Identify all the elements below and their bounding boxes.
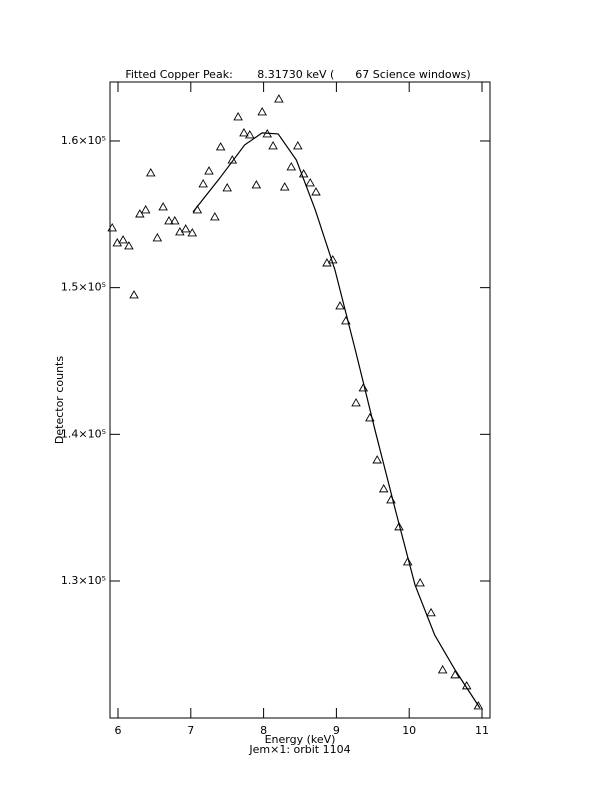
data-point <box>124 241 134 250</box>
data-point <box>293 141 303 150</box>
data-point <box>426 607 436 617</box>
data-point <box>251 180 262 189</box>
plot-frame <box>109 81 491 719</box>
chart-title: Fitted Copper Peak: 8.31730 keV ( 67 Sci… <box>125 68 470 81</box>
data-point <box>378 483 389 493</box>
data-point <box>268 141 278 150</box>
data-point <box>204 166 214 175</box>
data-point <box>175 226 185 236</box>
y-tick-label: 1.3×10⁵ <box>61 574 106 587</box>
data-point <box>233 112 243 121</box>
fit-line <box>192 132 481 709</box>
data-point <box>239 127 249 137</box>
x-tick-label: 11 <box>475 724 489 737</box>
data-point <box>279 182 290 191</box>
x-tick-label: 9 <box>333 724 340 737</box>
data-point <box>257 107 267 116</box>
data-point <box>351 398 361 407</box>
data-point <box>372 455 382 464</box>
y-tick-label: 1.5×10⁵ <box>61 281 106 294</box>
data-point <box>473 701 484 710</box>
data-point <box>311 187 321 196</box>
data-point <box>394 521 404 531</box>
y-tick-label: 1.6×10⁵ <box>61 134 106 147</box>
y-axis-label: Detector counts <box>53 356 66 444</box>
data-point <box>402 557 413 566</box>
x-tick-label: 10 <box>402 724 416 737</box>
data-point <box>415 578 425 587</box>
x-tick-label: 6 <box>115 724 122 737</box>
data-point <box>215 142 226 151</box>
data-point <box>129 290 139 299</box>
data-point <box>118 235 128 244</box>
data-point <box>305 178 315 187</box>
data-point <box>222 182 232 192</box>
subtitle: Jem×1: orbit 1104 <box>248 743 350 756</box>
data-point <box>286 162 297 171</box>
data-point <box>140 204 151 214</box>
data-point <box>335 301 345 310</box>
data-point <box>107 223 117 232</box>
data-point <box>187 228 198 237</box>
data-point <box>112 237 123 247</box>
data-point <box>145 168 156 177</box>
x-tick-label: 8 <box>260 724 267 737</box>
data-point <box>180 224 191 233</box>
data-point <box>152 233 163 242</box>
data-point <box>210 212 220 221</box>
y-tick-label: 1.4×10⁵ <box>61 427 106 440</box>
data-point <box>274 94 284 103</box>
data-point <box>358 383 369 392</box>
data-point <box>244 130 255 139</box>
data-point <box>450 669 460 679</box>
data-point <box>170 215 180 225</box>
data-point <box>158 202 168 211</box>
data-point <box>437 664 448 674</box>
data-point <box>135 209 145 218</box>
x-axis-label: Energy (keV) <box>265 733 336 746</box>
data-point <box>198 179 208 188</box>
x-tick-label: 7 <box>187 724 194 737</box>
data-point <box>164 215 174 225</box>
